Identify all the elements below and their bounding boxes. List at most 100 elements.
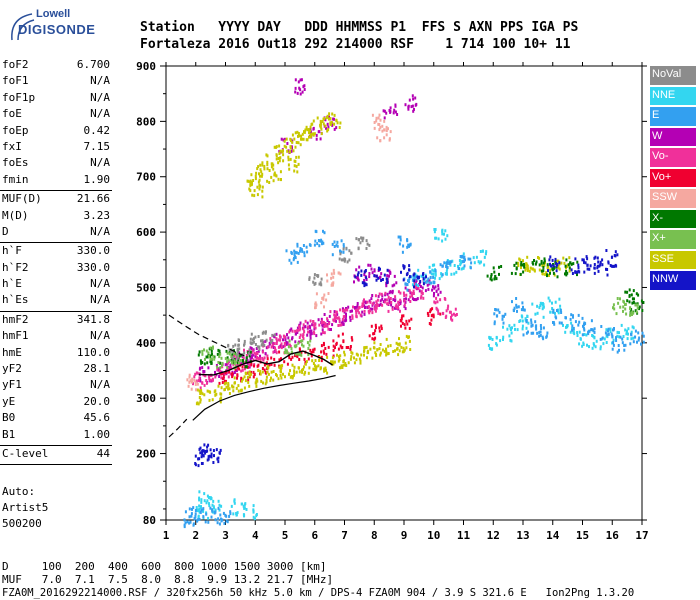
echo-point-E [342,243,345,247]
echo-point-E [513,306,516,310]
echo-point-W [437,287,440,291]
echo-point-NNE [479,250,482,253]
echo-point-E [317,239,320,242]
echo-point-W [335,126,338,130]
echo-point-Vo- [387,295,390,299]
echo-point-W [199,379,202,383]
echo-point-W [201,366,204,370]
echo-point-E [432,275,435,279]
echo-point-Vo- [328,322,330,326]
echo-point-SSE [324,366,327,370]
echo-point-E [219,513,222,517]
echo-point-E [333,240,336,244]
echo-point-Vo+ [332,354,335,358]
echo-point-X- [552,267,555,271]
echo-point-E [398,242,401,246]
echo-point-W [431,288,434,292]
echo-point-NNE [618,331,620,335]
echo-point-E [410,275,413,279]
echo-point-NNW [208,454,211,458]
echo-point-NNW [582,258,585,262]
legend-item: NoVal [650,66,696,87]
echo-point-SSE [385,337,388,341]
echo-point-NoVal [350,251,353,255]
echo-point-NNW [375,274,378,278]
echo-point-E [411,278,414,282]
echo-point-SSE [374,351,377,355]
echo-point-Vo- [383,300,386,304]
echo-point-SSW [332,268,335,272]
echo-point-SSE [257,165,260,169]
y-tick-label: 700 [136,171,156,184]
echo-point-NNE [444,237,447,241]
echo-point-SSE [233,376,236,380]
echo-point-NoVal [357,246,360,250]
echo-point-W [326,319,329,323]
echo-point-Vo- [321,321,323,325]
echo-point-W [249,346,252,350]
echo-point-E [553,322,556,326]
echo-point-Vo- [237,363,240,367]
echo-point-NNE [440,272,443,276]
echo-point-NoVal [366,242,369,246]
echo-point-NNW [413,279,416,283]
echo-point-SSE [246,179,249,183]
echo-point-E [293,252,296,256]
echo-point-W [396,113,399,116]
echo-point-W [255,347,258,350]
echo-point-NNW [598,264,601,268]
echo-point-W [426,283,429,287]
echo-point-NNW [605,249,608,252]
echo-point-SSE [289,146,292,150]
echo-point-NoVal [357,238,360,242]
echo-point-Vo+ [371,337,374,341]
echo-point-NNE [582,343,585,346]
param-name: hmF2 [2,312,29,326]
echo-point-X- [628,294,631,297]
x-tick-label: 13 [516,529,529,542]
echo-point-NNW [199,451,202,455]
echo-point-SSE [255,381,258,385]
param-separator [0,310,112,312]
echo-point-Vo- [399,309,401,313]
echo-point-E [634,335,637,339]
echo-point-E [290,261,293,265]
echo-point-NNE [428,265,431,269]
echo-point-Vo- [266,345,269,349]
echo-point-NNW [206,445,209,449]
echo-point-Vo- [242,356,245,360]
header-labels: Station YYYY DAY DDD HHMMSS P1 FFS S AXN… [140,20,579,35]
echo-point-SSE [303,130,305,134]
echo-point-SSE [330,360,332,364]
echo-point-SSE [295,155,298,159]
echo-point-SSE [279,149,282,153]
echo-point-SSE [270,370,273,374]
param-name: hmF1 [2,329,29,343]
echo-point-X- [495,277,498,281]
echo-point-E [406,245,409,249]
echo-point-Vo- [398,303,401,306]
echo-point-Vo- [371,302,374,306]
echo-point-SSE [270,165,273,169]
echo-point-NoVal [342,258,345,262]
echo-point-SSE [296,130,299,134]
echo-point-NNW [380,278,383,282]
echo-point-SSE [324,124,327,128]
echo-point-Vo- [368,311,371,315]
echo-point-SSE [526,264,529,268]
echo-point-SSW [339,272,342,276]
echo-point-Vo- [318,323,321,327]
echo-point-E [621,337,624,341]
echo-point-E [407,243,410,247]
echo-point-E [218,522,221,526]
echo-point-X- [538,263,541,267]
echo-point-SSW [381,124,384,128]
echo-point-SSE [549,268,552,272]
echo-point-NoVal [252,340,255,344]
echo-point-SSE [247,179,250,183]
echo-point-SSE [320,132,323,136]
echo-point-X+ [238,361,240,365]
echo-point-X- [642,301,645,304]
echo-point-E [525,319,528,322]
echo-point-W [432,285,434,289]
